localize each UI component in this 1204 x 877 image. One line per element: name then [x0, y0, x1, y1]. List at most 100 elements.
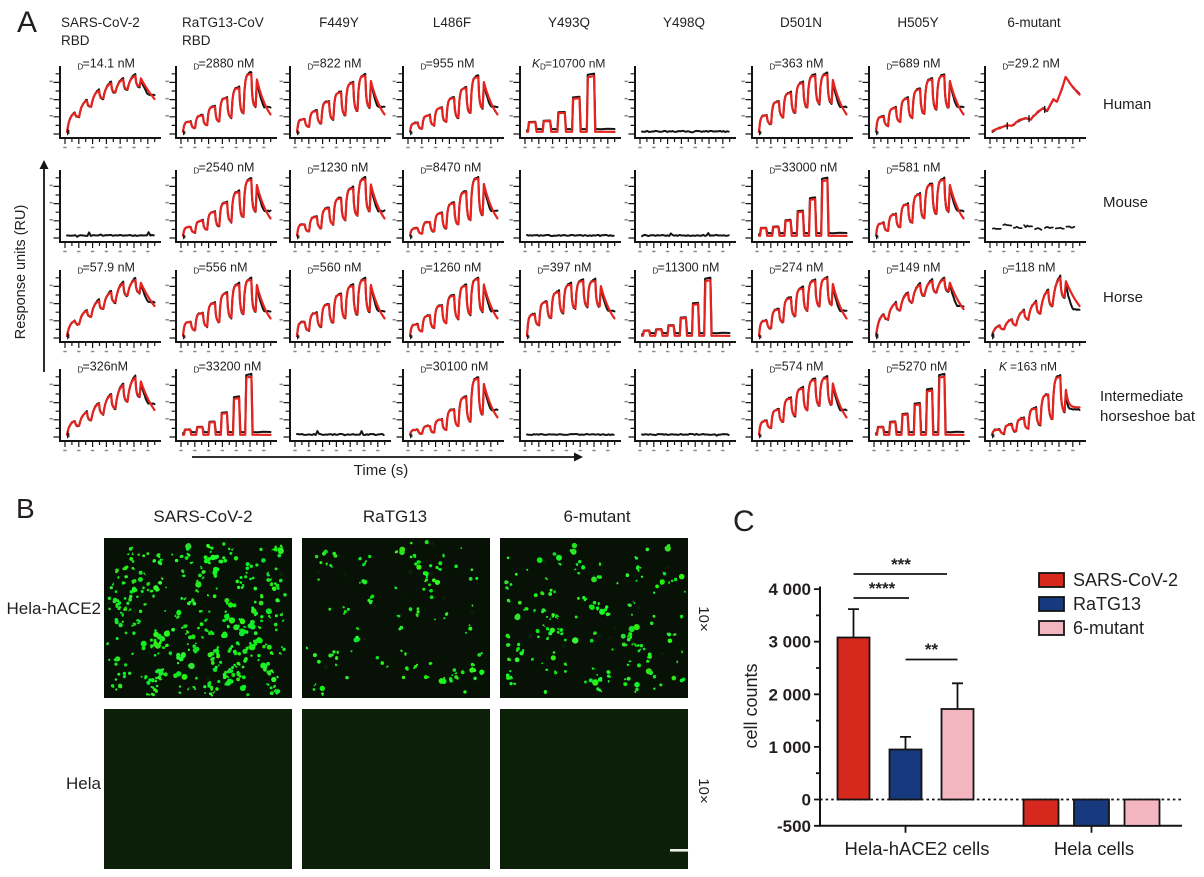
svg-text:=149 nM: =149 nM: [892, 261, 941, 275]
svg-text:6-mutant: 6-mutant: [1073, 618, 1144, 638]
svg-text:D501N: D501N: [780, 15, 822, 30]
svg-text:Response units (RU): Response units (RU): [13, 205, 29, 340]
svg-text:Y498Q: Y498Q: [663, 15, 705, 30]
svg-text:=326nM: =326nM: [83, 360, 129, 374]
svg-text:=560 nM: =560 nM: [313, 261, 362, 275]
svg-text:=689 nM: =689 nM: [892, 57, 941, 71]
svg-text:A: A: [17, 6, 37, 39]
svg-text:D: D: [887, 167, 893, 176]
svg-text:D: D: [887, 267, 893, 276]
svg-text:D: D: [421, 63, 427, 72]
svg-text:D: D: [78, 366, 84, 375]
svg-text:Time (s): Time (s): [354, 462, 408, 479]
svg-text:1 000: 1 000: [768, 738, 811, 757]
svg-text:Horse: Horse: [1103, 289, 1143, 306]
svg-text:D: D: [887, 366, 893, 375]
svg-text:=574 nM: =574 nM: [775, 360, 824, 374]
svg-text:Hela-hACE2 cells: Hela-hACE2 cells: [845, 838, 990, 859]
svg-text:Hela cells: Hela cells: [1054, 838, 1134, 859]
svg-text:=57.9 nM: =57.9 nM: [83, 261, 135, 275]
svg-text:K: K: [999, 360, 1008, 374]
svg-text:=1260 nM: =1260 nM: [426, 261, 482, 275]
svg-text:D: D: [887, 63, 893, 72]
svg-text:****: ****: [869, 579, 896, 598]
svg-text:10×: 10×: [695, 606, 712, 631]
svg-text:=274 nM: =274 nM: [775, 261, 824, 275]
svg-text:D: D: [308, 267, 314, 276]
svg-text:D: D: [421, 267, 427, 276]
svg-text:=822 nM: =822 nM: [313, 57, 362, 71]
svg-text:3 000: 3 000: [768, 633, 811, 652]
svg-text:D: D: [421, 167, 427, 176]
svg-text:Human: Human: [1103, 96, 1151, 113]
svg-text:D: D: [194, 267, 200, 276]
svg-text:=2540 nM: =2540 nM: [199, 161, 255, 175]
svg-text:Y493Q: Y493Q: [548, 15, 590, 30]
svg-text:D: D: [770, 63, 776, 72]
svg-text:=581 nM: =581 nM: [892, 161, 941, 175]
svg-text:D: D: [78, 63, 84, 72]
svg-text:=955 nM: =955 nM: [426, 57, 475, 71]
svg-text:Hela: Hela: [66, 774, 102, 793]
svg-text:**: **: [925, 640, 939, 659]
svg-text:D: D: [538, 267, 544, 276]
svg-text:D: D: [770, 167, 776, 176]
svg-text:=2880 nM: =2880 nM: [199, 57, 255, 71]
svg-text:-500: -500: [777, 817, 811, 836]
svg-text:D: D: [308, 167, 314, 176]
svg-text:6-mutant: 6-mutant: [1007, 15, 1061, 30]
svg-text:RaTG13: RaTG13: [1073, 594, 1141, 614]
svg-text:D: D: [1003, 63, 1009, 72]
svg-text:=11300 nM: =11300 nM: [658, 261, 720, 275]
svg-text:=29.2 nM: =29.2 nM: [1008, 57, 1060, 71]
svg-text:SARS-CoV-2: SARS-CoV-2: [61, 15, 140, 30]
svg-text:D: D: [653, 267, 659, 276]
svg-text:D: D: [770, 366, 776, 375]
svg-text:=118 nM: =118 nM: [1008, 261, 1056, 275]
svg-text:H505Y: H505Y: [897, 15, 938, 30]
svg-text:L486F: L486F: [433, 15, 471, 30]
svg-text:=8470 nM: =8470 nM: [426, 161, 482, 175]
svg-text:RaTG13: RaTG13: [363, 507, 427, 526]
svg-text:D: D: [770, 267, 776, 276]
svg-text:D: D: [78, 267, 84, 276]
svg-text:=5270 nM: =5270 nM: [892, 360, 948, 374]
svg-text:RaTG13-CoV: RaTG13-CoV: [182, 15, 264, 30]
svg-text:D: D: [194, 366, 200, 375]
svg-text:4 000: 4 000: [768, 580, 811, 599]
svg-text:F449Y: F449Y: [319, 15, 359, 30]
svg-text:D: D: [421, 366, 427, 375]
svg-text:B: B: [16, 493, 35, 524]
svg-text:RBD: RBD: [182, 33, 211, 48]
svg-text:Intermediate: Intermediate: [1100, 388, 1183, 405]
svg-text:D: D: [194, 167, 200, 176]
svg-text:cell counts: cell counts: [741, 663, 761, 748]
svg-text:=397 nM: =397 nM: [543, 261, 592, 275]
svg-text:0: 0: [802, 791, 811, 810]
svg-text:Hela-hACE2: Hela-hACE2: [7, 599, 102, 618]
svg-text:D: D: [194, 63, 200, 72]
svg-text:D: D: [1003, 267, 1009, 276]
svg-text:2 000: 2 000: [768, 685, 811, 704]
svg-text:=33200 nM: =33200 nM: [199, 360, 262, 374]
svg-text:=14.1 nM: =14.1 nM: [83, 57, 135, 71]
svg-text:=30100 nM: =30100 nM: [426, 360, 489, 374]
svg-text:horseshoe bat: horseshoe bat: [1100, 408, 1196, 425]
svg-text:10×: 10×: [695, 778, 712, 803]
svg-text:=556 nM: =556 nM: [199, 261, 248, 275]
svg-text:6-mutant: 6-mutant: [563, 507, 630, 526]
svg-text:D: D: [308, 63, 314, 72]
svg-text:=10700 nM: =10700 nM: [545, 57, 605, 71]
svg-text:RBD: RBD: [61, 33, 90, 48]
svg-text:K: K: [532, 57, 541, 71]
svg-text:=163 nM: =163 nM: [1010, 360, 1057, 374]
svg-text:SARS-CoV-2: SARS-CoV-2: [1073, 570, 1178, 590]
svg-text:Mouse: Mouse: [1103, 194, 1148, 211]
svg-text:C: C: [733, 505, 755, 538]
svg-text:=33000 nM: =33000 nM: [775, 161, 838, 175]
svg-text:D: D: [540, 63, 546, 72]
svg-text:SARS-CoV-2: SARS-CoV-2: [153, 507, 252, 526]
svg-text:=1230 nM: =1230 nM: [313, 161, 369, 175]
svg-text:***: ***: [891, 555, 911, 574]
svg-text:=363 nM: =363 nM: [775, 57, 824, 71]
